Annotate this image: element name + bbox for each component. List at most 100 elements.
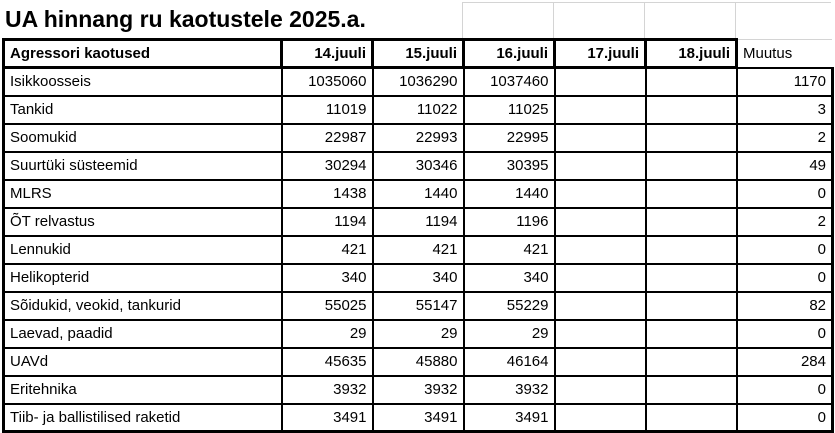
value-cell[interactable]: 45635: [280, 346, 374, 377]
muutus-value-cell[interactable]: 0: [735, 262, 834, 293]
muutus-value-cell[interactable]: 0: [735, 234, 834, 265]
value-cell[interactable]: [553, 150, 647, 181]
value-cell[interactable]: [644, 346, 738, 377]
muutus-value-cell[interactable]: 0: [735, 402, 834, 433]
value-cell[interactable]: [553, 290, 647, 321]
value-cell[interactable]: [553, 234, 647, 265]
table-row: Suurtüki süsteemid 30294 30346 30395 49: [2, 150, 834, 181]
value-cell[interactable]: 3932: [462, 374, 556, 405]
value-cell[interactable]: 3491: [371, 402, 465, 433]
value-cell[interactable]: 1196: [462, 206, 556, 237]
value-cell[interactable]: 421: [462, 234, 556, 265]
muutus-value-cell[interactable]: 0: [735, 178, 834, 209]
row-label-cell[interactable]: Helikopterid: [2, 262, 283, 293]
row-label-cell[interactable]: UAVd: [2, 346, 283, 377]
value-cell[interactable]: [644, 234, 738, 265]
row-label-cell[interactable]: Soomukid: [2, 122, 283, 153]
value-cell[interactable]: [644, 122, 738, 153]
value-cell[interactable]: 11019: [280, 94, 374, 125]
value-cell[interactable]: [553, 262, 647, 293]
value-cell[interactable]: 340: [462, 262, 556, 293]
value-cell[interactable]: 1037460: [462, 66, 556, 97]
row-label-cell[interactable]: Tankid: [2, 94, 283, 125]
value-cell[interactable]: 22993: [371, 122, 465, 153]
value-cell[interactable]: 3932: [280, 374, 374, 405]
value-cell[interactable]: 1438: [280, 178, 374, 209]
header-cell-date[interactable]: 14.juuli: [280, 38, 374, 69]
value-cell[interactable]: 1194: [371, 206, 465, 237]
muutus-value-cell[interactable]: 0: [735, 318, 834, 349]
header-cell-date[interactable]: 15.juuli: [371, 38, 465, 69]
row-label-cell[interactable]: ÕT relvastus: [2, 206, 283, 237]
value-cell[interactable]: 22995: [462, 122, 556, 153]
header-cell-date[interactable]: 18.juuli: [644, 38, 738, 69]
row-label-cell[interactable]: Suurtüki süsteemid: [2, 150, 283, 181]
value-cell[interactable]: [644, 66, 738, 97]
value-cell[interactable]: [553, 318, 647, 349]
muutus-value-cell[interactable]: 284: [735, 346, 834, 377]
value-cell[interactable]: 29: [462, 318, 556, 349]
value-cell[interactable]: 30395: [462, 150, 556, 181]
muutus-value-cell[interactable]: 2: [735, 206, 834, 237]
value-cell[interactable]: 1194: [280, 206, 374, 237]
value-cell[interactable]: [644, 402, 738, 433]
row-label-cell[interactable]: Laevad, paadid: [2, 318, 283, 349]
muutus-value-cell[interactable]: 1170: [735, 66, 834, 97]
value-cell[interactable]: [553, 94, 647, 125]
value-cell[interactable]: [553, 66, 647, 97]
value-cell[interactable]: 1440: [462, 178, 556, 209]
value-cell[interactable]: 45880: [371, 346, 465, 377]
value-cell[interactable]: 1440: [371, 178, 465, 209]
value-cell[interactable]: 3491: [280, 402, 374, 433]
row-label-cell[interactable]: MLRS: [2, 178, 283, 209]
muutus-value-cell[interactable]: 0: [735, 374, 834, 405]
value-cell[interactable]: [553, 374, 647, 405]
value-cell[interactable]: 421: [371, 234, 465, 265]
value-cell[interactable]: 55147: [371, 290, 465, 321]
row-label-cell[interactable]: Lennukid: [2, 234, 283, 265]
value-cell[interactable]: [553, 206, 647, 237]
value-cell[interactable]: 11022: [371, 94, 465, 125]
value-cell[interactable]: 11025: [462, 94, 556, 125]
muutus-value-cell[interactable]: 2: [735, 122, 834, 153]
row-label-cell[interactable]: Sõidukid, veokid, tankurid: [2, 290, 283, 321]
row-label-cell[interactable]: Tiib- ja ballistilised raketid: [2, 402, 283, 433]
value-cell[interactable]: [644, 178, 738, 209]
header-cell-date[interactable]: 16.juuli: [462, 38, 556, 69]
value-cell[interactable]: [644, 206, 738, 237]
muutus-value-cell[interactable]: 82: [735, 290, 834, 321]
value-cell[interactable]: 29: [280, 318, 374, 349]
value-cell[interactable]: [644, 290, 738, 321]
value-cell[interactable]: 30294: [280, 150, 374, 181]
header-cell-muutus[interactable]: Muutus: [735, 39, 833, 69]
value-cell[interactable]: 1036290: [371, 66, 465, 97]
value-cell[interactable]: 30346: [371, 150, 465, 181]
muutus-value-cell[interactable]: 49: [735, 150, 834, 181]
value-cell[interactable]: 3491: [462, 402, 556, 433]
sheet-title[interactable]: UA hinnang ru kaotustele 2025.a.: [5, 6, 366, 32]
value-cell[interactable]: [644, 318, 738, 349]
value-cell[interactable]: [553, 178, 647, 209]
value-cell[interactable]: 55025: [280, 290, 374, 321]
value-cell[interactable]: 46164: [462, 346, 556, 377]
value-cell[interactable]: 1035060: [280, 66, 374, 97]
value-cell[interactable]: [553, 122, 647, 153]
value-cell[interactable]: 55229: [462, 290, 556, 321]
value-cell[interactable]: [644, 374, 738, 405]
row-label-cell[interactable]: Isikkoosseis: [2, 66, 283, 97]
value-cell[interactable]: 3932: [371, 374, 465, 405]
value-cell[interactable]: 29: [371, 318, 465, 349]
value-cell[interactable]: [553, 402, 647, 433]
value-cell[interactable]: 421: [280, 234, 374, 265]
value-cell[interactable]: [644, 94, 738, 125]
muutus-value-cell[interactable]: 3: [735, 94, 834, 125]
header-cell-agressori-kaotused[interactable]: Agressori kaotused: [2, 38, 283, 69]
value-cell[interactable]: 22987: [280, 122, 374, 153]
value-cell[interactable]: 340: [371, 262, 465, 293]
value-cell[interactable]: [644, 150, 738, 181]
value-cell[interactable]: 340: [280, 262, 374, 293]
row-label-cell[interactable]: Eritehnika: [2, 374, 283, 405]
value-cell[interactable]: [553, 346, 647, 377]
value-cell[interactable]: [644, 262, 738, 293]
header-cell-date[interactable]: 17.juuli: [553, 38, 647, 69]
